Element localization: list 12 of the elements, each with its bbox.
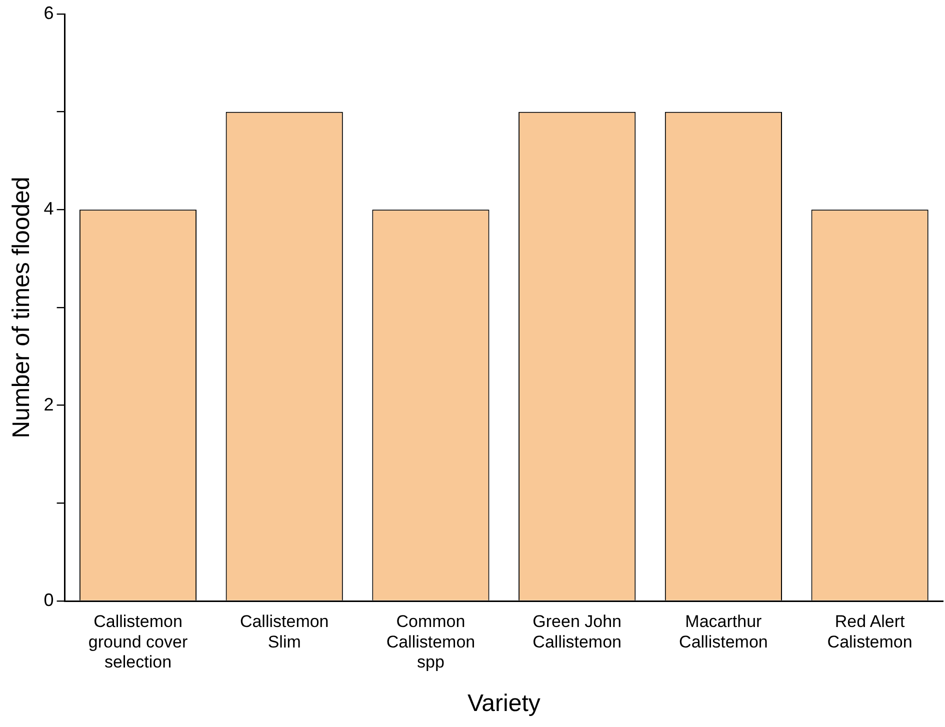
y-tick-label: 0 bbox=[44, 590, 54, 610]
x-tick-label: Green John Callistemon bbox=[532, 612, 622, 652]
x-tick-label: Macarthur Callistemon bbox=[679, 612, 768, 652]
x-tick-label: Callistemon Slim bbox=[240, 612, 329, 652]
y-tick-label: 2 bbox=[44, 394, 54, 414]
y-tick-label: 4 bbox=[44, 198, 54, 219]
x-axis-title: Variety bbox=[467, 690, 540, 718]
x-tick-label: Common Callistemon spp bbox=[386, 612, 476, 672]
x-tick-label: Red Alert Calistemon bbox=[827, 612, 912, 652]
y-axis-title: Number of times flooded bbox=[8, 176, 36, 438]
y-tick-label: 6 bbox=[44, 2, 54, 23]
x-tick-label: Callistemon ground cover selection bbox=[88, 612, 188, 672]
